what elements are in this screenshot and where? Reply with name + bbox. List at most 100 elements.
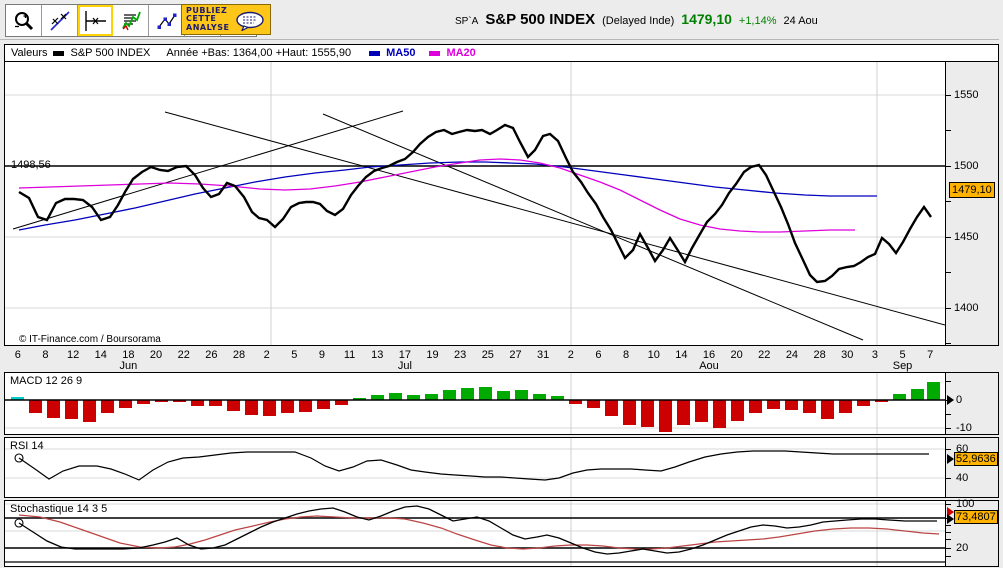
stoch-d-marker-arrow xyxy=(947,507,954,517)
zoom-tool-button[interactable] xyxy=(6,5,42,36)
horizontal-line-tool-button[interactable] xyxy=(78,5,113,36)
price-tick-1400: 1400 xyxy=(954,302,979,314)
stoch-tick-20: 20 xyxy=(956,542,969,554)
legend-ma50-swatch xyxy=(369,50,381,56)
date-tick-label: 6 xyxy=(595,349,602,361)
stochastique-panel: Stochastique 14 3 5 100 80 xyxy=(4,498,999,567)
legend-ma50-label: MA50 xyxy=(386,47,416,59)
price-plot-area[interactable]: 1498,56 © IT-Finance.com / Boursorama xyxy=(5,62,945,345)
date-tick-label: 6 xyxy=(14,349,21,361)
current-price-tag[interactable]: 1479,10 xyxy=(949,182,995,198)
price-line xyxy=(18,123,932,284)
trendline-tool-button[interactable] xyxy=(42,5,78,36)
date-x-axis: 6 8 12 14 18 20 22 26 28 2 5 9 11 13 17 19 23 25 27 31 2 6 8 10… xyxy=(4,346,999,372)
date-tick-label: 17 xyxy=(398,349,411,361)
rsi-y-axis: 60 40 52,9636 xyxy=(945,438,998,497)
stoch-d-line xyxy=(18,514,940,550)
quote-last-price: 1479,10 xyxy=(681,11,732,27)
quote-name: S&P 500 INDEX xyxy=(485,11,596,28)
publish-line-3: ANALYSE xyxy=(186,22,230,32)
date-tick-label: 19 xyxy=(426,349,439,361)
rsi-tick-40: 40 xyxy=(956,472,969,484)
date-tick-label: 5 xyxy=(899,349,906,361)
trendline-icon xyxy=(49,10,71,32)
price-tick-1500: 1500 xyxy=(954,160,979,172)
ma20-line xyxy=(18,158,855,233)
date-tick-label: 30 xyxy=(841,349,854,361)
stochastique-value-tag[interactable]: 73,4807 xyxy=(954,510,998,524)
rsi-value-marker-arrow xyxy=(947,454,954,464)
legend-price-swatch xyxy=(53,50,65,56)
legend-year-stats: Année +Bas: 1364,00 +Haut: 1555,90 xyxy=(166,47,352,59)
publish-analysis-button[interactable]: PUBLIEZ CETTE ANALYSE xyxy=(181,4,271,35)
stoch-start-marker xyxy=(14,518,24,528)
macd-chart-svg xyxy=(5,373,945,434)
stochastique-title: Stochastique 14 3 5 xyxy=(10,503,108,515)
ma50-line xyxy=(18,161,877,231)
date-tick-label: 23 xyxy=(454,349,467,361)
date-tick-label: 14 xyxy=(675,349,688,361)
month-label: Sep xyxy=(892,360,913,372)
macd-panel: MACD 12 26 9 xyxy=(4,372,999,435)
month-label: Aou xyxy=(699,360,719,372)
inchart-price-label: 1498,56 xyxy=(11,159,51,171)
date-tick-label: 22 xyxy=(177,349,190,361)
macd-plot-area[interactable] xyxy=(5,373,945,434)
macd-tick-0: 0 xyxy=(956,394,963,406)
date-tick-label: 3 xyxy=(871,349,878,361)
rsi-plot-area[interactable] xyxy=(5,438,945,497)
month-label: Jul xyxy=(397,360,412,372)
date-tick-label: 9 xyxy=(318,349,325,361)
date-tick-label: 26 xyxy=(205,349,218,361)
month-label: Jun xyxy=(119,360,138,372)
points-tool-button[interactable] xyxy=(149,5,185,36)
rsi-chart-svg xyxy=(5,438,945,497)
rsi-line xyxy=(18,450,929,481)
rsi-title: RSI 14 xyxy=(10,440,44,452)
trend-channel xyxy=(12,110,945,341)
toolbar: PUBLIEZ CETTE ANALYSE SP`A S&P 500 INDEX… xyxy=(0,0,1003,40)
quote-header: SP`A S&P 500 INDEX (Delayed Inde) 1479,1… xyxy=(455,11,825,28)
macd-histogram-bars xyxy=(11,382,940,432)
publish-line-1: PUBLIEZ xyxy=(186,5,228,15)
stoch-k-marker-arrow xyxy=(947,514,954,524)
date-tick-label: 12 xyxy=(66,349,80,361)
legend-values-label: Valeurs xyxy=(11,47,48,59)
price-tick-1450: 1450 xyxy=(954,231,979,243)
magnifier-plus-icon xyxy=(13,10,35,32)
indicator-tool-button[interactable] xyxy=(113,5,149,36)
quote-date: 24 Aou xyxy=(783,15,818,27)
quote-delay: (Delayed Inde) xyxy=(602,15,675,27)
horizontal-line-icon xyxy=(84,10,108,32)
quote-change: +1,14% xyxy=(738,15,777,27)
chart-legend: Valeurs S&P 500 INDEX Année +Bas: 1364,0… xyxy=(5,45,998,62)
legend-series-name: S&P 500 INDEX xyxy=(70,47,151,59)
rsi-panel: RSI 14 60 40 52,9636 xyxy=(4,437,999,498)
scatter-points-icon xyxy=(156,10,178,32)
date-tick-label: 22 xyxy=(758,349,771,361)
date-tick-label: 27 xyxy=(509,349,522,361)
date-tick-label: 5 xyxy=(291,349,298,361)
stochastique-plot-area[interactable] xyxy=(5,501,945,566)
indicator-chart-icon xyxy=(120,10,142,32)
speech-bubble-icon xyxy=(235,11,265,34)
date-tick-label: 28 xyxy=(813,349,826,361)
stochastique-y-axis: 100 80 20 73,4807 xyxy=(945,498,998,566)
rsi-value-tag[interactable]: 52,9636 xyxy=(954,452,998,466)
legend-ma20-swatch xyxy=(429,50,441,56)
date-tick-label: 10 xyxy=(647,349,660,361)
price-chart-panel: Valeurs S&P 500 INDEX Année +Bas: 1364,0… xyxy=(4,44,999,346)
date-tick-label: 14 xyxy=(94,349,107,361)
date-tick-label: 8 xyxy=(622,349,630,361)
date-tick-label: 18 xyxy=(122,349,135,361)
stoch-tick-100: 100 xyxy=(956,498,975,510)
macd-title: MACD 12 26 9 xyxy=(10,375,83,387)
price-chart-svg: 1498,56 xyxy=(5,62,945,345)
legend-ma20-label: MA20 xyxy=(446,47,476,59)
date-tick-label: 25 xyxy=(481,349,494,361)
stoch-k-line xyxy=(18,505,937,555)
date-tick-label: 20 xyxy=(730,349,743,361)
macd-tick-neg10: -10 xyxy=(956,422,972,434)
stochastique-chart-svg xyxy=(5,501,945,566)
date-tick-label: 7 xyxy=(927,349,934,361)
